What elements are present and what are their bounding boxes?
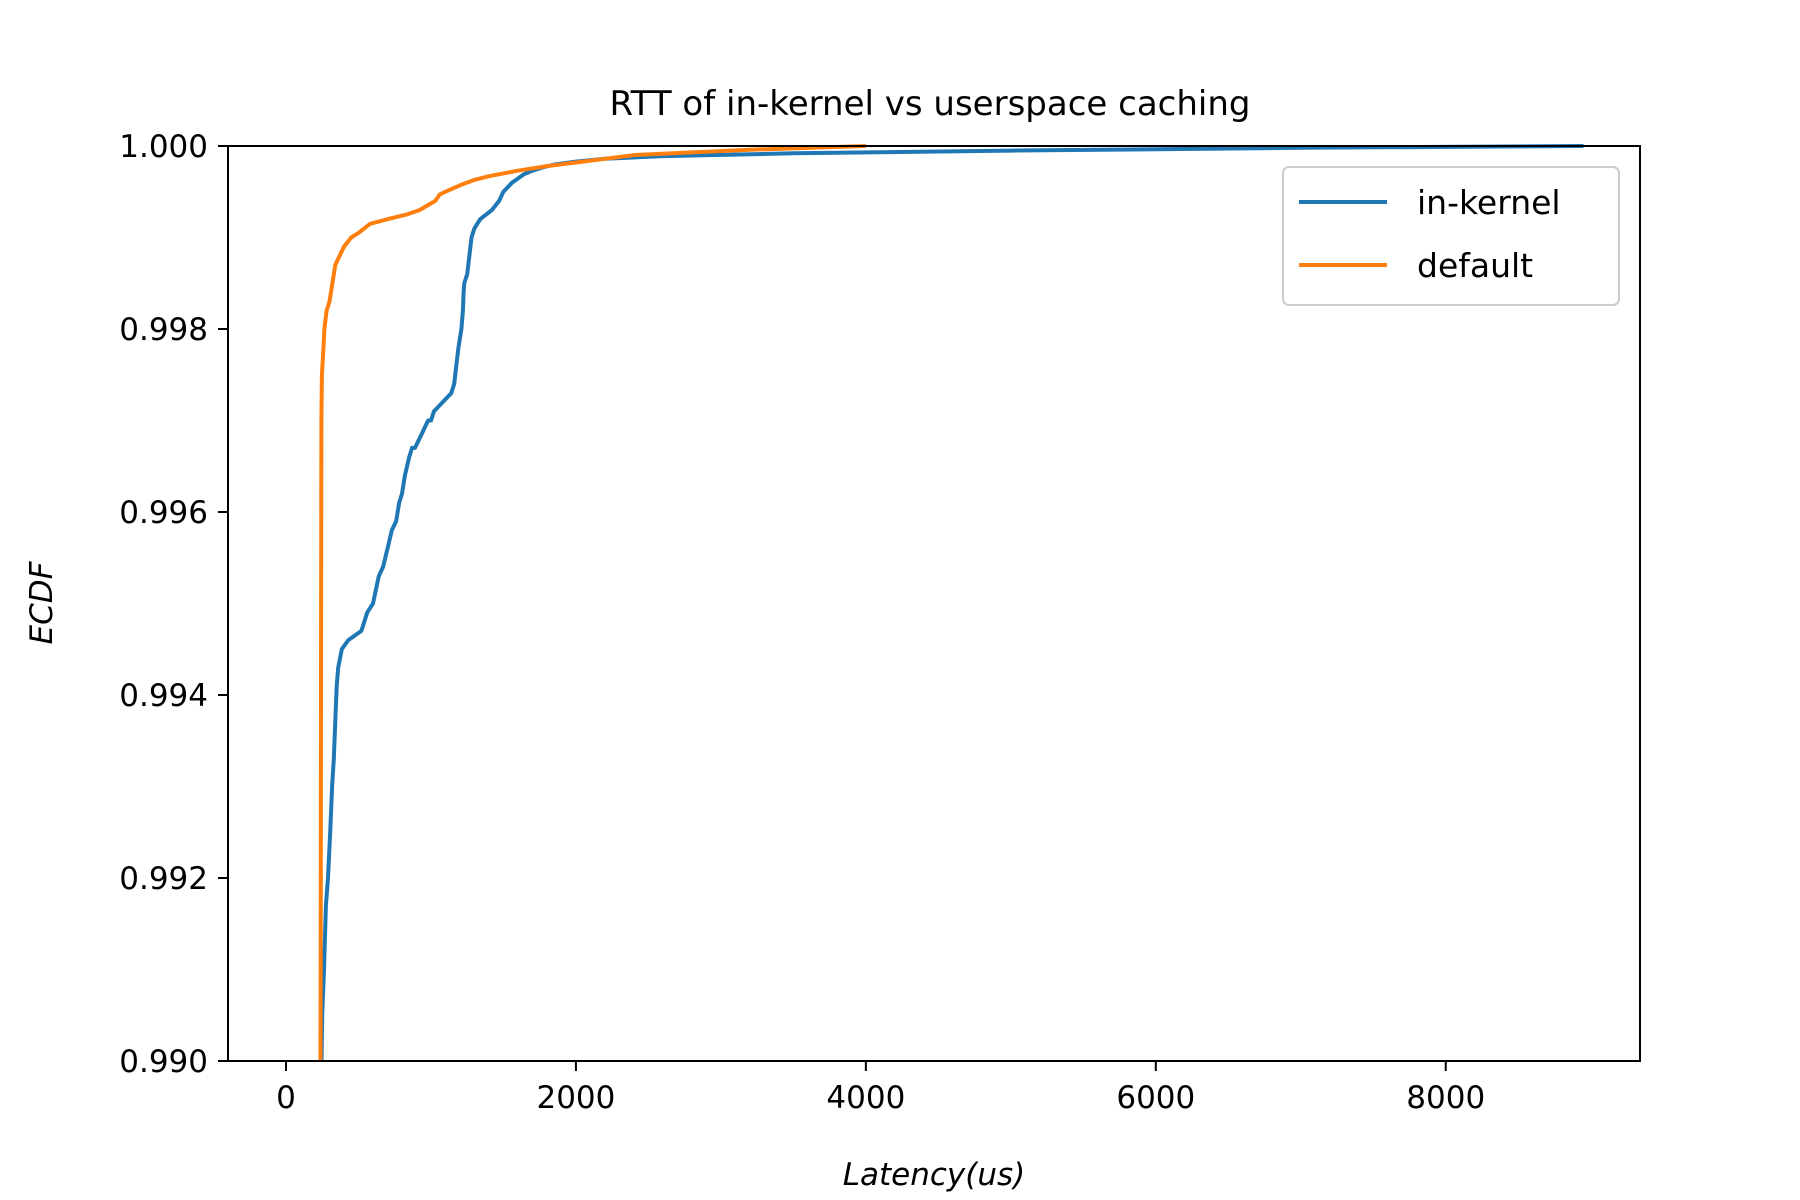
x-tick-label: 6000	[1116, 1080, 1195, 1116]
y-tick-label: 0.990	[119, 1044, 208, 1080]
y-axis-label: ECDF	[24, 560, 60, 644]
y-tick-label: 0.994	[119, 678, 208, 714]
x-tick-label: 2000	[536, 1080, 615, 1116]
plot-lines	[318, 144, 1584, 1062]
x-tick-label: 0	[276, 1080, 296, 1116]
x-axis-ticks: 0 2000 4000 6000 8000	[276, 1061, 1485, 1116]
x-tick-label: 4000	[826, 1080, 905, 1116]
x-tick-label: 8000	[1406, 1080, 1485, 1116]
legend-label-in-kernel: in-kernel	[1417, 183, 1561, 222]
y-axis-ticks: 0.990 0.992 0.994 0.996 0.998 1.000	[119, 129, 228, 1080]
series-line-in-kernel	[319, 144, 1584, 1062]
chart-title: RTT of in-kernel vs userspace caching	[610, 84, 1251, 124]
y-tick-label: 0.992	[119, 861, 208, 897]
y-tick-label: 0.996	[119, 495, 208, 531]
legend: in-kernel default	[1282, 166, 1620, 306]
y-tick-label: 1.000	[119, 129, 208, 165]
legend-label-default: default	[1417, 246, 1533, 285]
plot-area-frame	[227, 145, 1641, 1062]
x-axis-label: Latency(us)	[843, 1157, 1026, 1193]
series-line-default	[318, 144, 866, 1062]
y-tick-label: 0.998	[119, 312, 208, 348]
